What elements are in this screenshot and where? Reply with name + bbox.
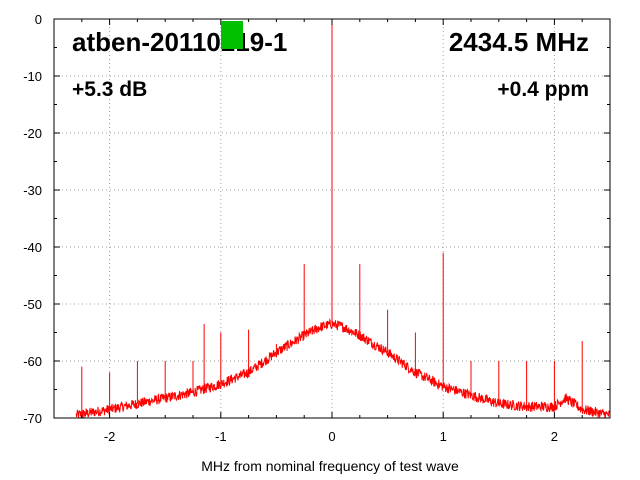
- y-tick-label: 0: [35, 12, 42, 27]
- x-tick-label: 1: [440, 429, 447, 444]
- x-tick-label: 2: [551, 429, 558, 444]
- noise-floor-trace: [75, 317, 611, 419]
- x-axis-title: MHz from nominal frequency of test wave: [201, 458, 459, 474]
- device-name-label: atben-20110219-1: [72, 27, 287, 57]
- frequency-label: 2434.5 MHz: [449, 27, 589, 57]
- ppm-label: +0.4 ppm: [497, 78, 589, 101]
- y-tick-label: -30: [23, 183, 42, 198]
- y-tick-label: -50: [23, 297, 42, 312]
- y-tick-label: -10: [23, 69, 42, 84]
- y-tick-label: -20: [23, 126, 42, 141]
- y-tick-label: -40: [23, 240, 42, 255]
- x-tick-label: -2: [104, 429, 116, 444]
- y-tick-label: -70: [23, 411, 42, 426]
- spectrum-trace-layer: [75, 19, 611, 419]
- y-tick-label: -60: [23, 354, 42, 369]
- gain-label: +5.3 dB: [72, 78, 147, 101]
- x-tick-label: -1: [215, 429, 227, 444]
- axis-ticks: [53, 18, 611, 419]
- axis-tick-labels: -2 -1 0 1 20-10-20-30-40-50-60-70: [23, 12, 558, 444]
- status-marker: [221, 21, 243, 49]
- x-tick-label: 0: [328, 429, 335, 444]
